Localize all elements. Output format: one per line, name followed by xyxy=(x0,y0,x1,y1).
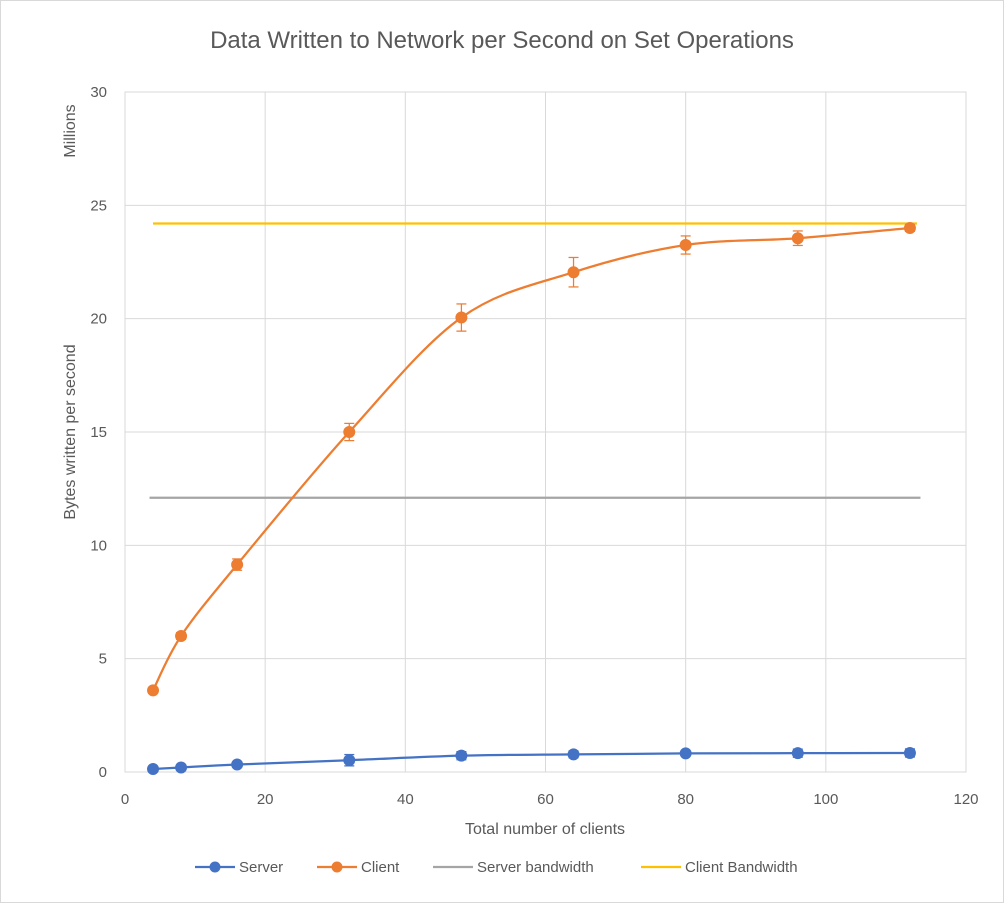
x-tick-label: 20 xyxy=(257,791,274,808)
data-point xyxy=(147,684,160,697)
data-point xyxy=(231,758,244,771)
data-point xyxy=(455,749,468,762)
legend-item-server-bandwidth: Server bandwidth xyxy=(433,859,594,876)
y-tick-label: 5 xyxy=(99,651,107,668)
data-point xyxy=(175,761,188,774)
data-point xyxy=(679,239,692,251)
y-tick-label: 15 xyxy=(90,424,107,441)
y-axis-unit-label: Millions xyxy=(62,104,79,157)
x-tick-label: 120 xyxy=(953,791,978,808)
grid xyxy=(124,91,967,773)
legend-label: Client xyxy=(361,859,400,876)
x-axis-ticks: 0 20 40 60 80 100 120 xyxy=(121,791,979,808)
legend-item-client-bandwidth: Client Bandwidth xyxy=(641,859,798,876)
x-tick-label: 40 xyxy=(397,791,414,808)
data-point xyxy=(903,222,916,234)
data-point xyxy=(343,754,356,767)
x-tick-label: 0 xyxy=(121,791,129,808)
series-server xyxy=(147,746,916,776)
data-point xyxy=(791,232,804,245)
y-axis-ticks: 0 5 10 15 20 25 30 xyxy=(90,84,107,781)
series-client xyxy=(147,222,916,697)
legend-item-client: Client xyxy=(317,859,400,876)
x-tick-label: 100 xyxy=(813,791,838,808)
legend: Server Client Server bandwidth Client Bandw… xyxy=(195,859,798,876)
y-tick-label: 25 xyxy=(90,197,107,214)
x-axis-label: Total number of clients xyxy=(465,821,625,838)
data-point xyxy=(791,747,804,760)
x-tick-label: 80 xyxy=(677,791,694,808)
series-layer xyxy=(147,222,921,776)
data-point xyxy=(679,747,692,760)
legend-label: Client Bandwidth xyxy=(685,859,798,876)
y-axis-label: Bytes written per second xyxy=(62,344,79,519)
legend-label: Server bandwidth xyxy=(477,859,594,876)
legend-marker xyxy=(331,861,343,873)
y-tick-label: 20 xyxy=(90,311,107,328)
data-point xyxy=(903,746,916,759)
y-tick-label: 0 xyxy=(99,764,107,781)
series-line-client xyxy=(152,226,911,691)
data-point xyxy=(175,630,188,642)
legend-marker xyxy=(209,861,221,873)
data-point xyxy=(567,266,580,279)
data-point xyxy=(231,558,244,571)
data-point xyxy=(343,426,356,438)
x-tick-label: 60 xyxy=(537,791,554,808)
legend-item-server: Server xyxy=(195,859,283,876)
y-tick-label: 10 xyxy=(90,537,107,554)
series-line-server xyxy=(152,751,910,771)
data-point xyxy=(567,748,580,761)
chart-title: Data Written to Network per Second on Se… xyxy=(210,27,794,54)
data-point xyxy=(455,311,468,324)
legend-label: Server xyxy=(239,859,283,876)
y-tick-label: 30 xyxy=(90,84,107,101)
data-point xyxy=(147,763,160,776)
